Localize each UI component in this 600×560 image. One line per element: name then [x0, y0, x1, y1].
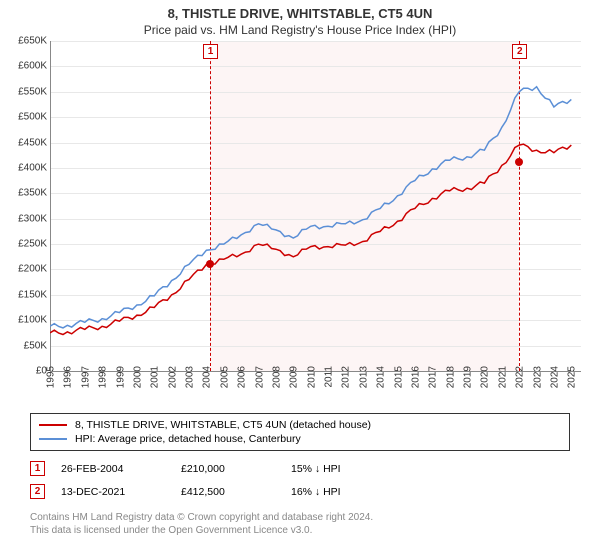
sale-price: £412,500 — [181, 486, 291, 498]
series-line-property — [50, 144, 571, 334]
sale-row-marker: 1 — [30, 461, 45, 476]
chart-title: 8, THISTLE DRIVE, WHITSTABLE, CT5 4UN — [0, 0, 600, 21]
sale-date: 26-FEB-2004 — [61, 463, 181, 475]
y-tick-label: £100K — [3, 315, 47, 326]
y-tick-label: £400K — [3, 162, 47, 173]
y-tick-label: £0 — [3, 366, 47, 377]
chart-plot-area: £0£50K£100K£150K£200K£250K£300K£350K£400… — [50, 41, 580, 371]
footer-line-2: This data is licensed under the Open Gov… — [30, 524, 570, 537]
legend-item: 8, THISTLE DRIVE, WHITSTABLE, CT5 4UN (d… — [39, 418, 561, 432]
y-tick-label: £150K — [3, 289, 47, 300]
y-tick-label: £650K — [3, 36, 47, 47]
y-tick-label: £500K — [3, 112, 47, 123]
series-line-hpi — [50, 87, 571, 328]
y-tick-label: £550K — [3, 86, 47, 97]
legend-item: HPI: Average price, detached house, Cant… — [39, 432, 561, 446]
sale-price: £210,000 — [181, 463, 291, 475]
sale-row: 1 26-FEB-2004£210,00015% ↓ HPI — [30, 457, 570, 480]
legend-swatch — [39, 438, 67, 440]
sale-delta: 16% ↓ HPI — [291, 486, 341, 498]
footer-attribution: Contains HM Land Registry data © Crown c… — [30, 511, 570, 537]
sales-table: 1 26-FEB-2004£210,00015% ↓ HPI 2 13-DEC-202… — [30, 457, 570, 503]
sale-row-marker: 2 — [30, 484, 45, 499]
legend-label: HPI: Average price, detached house, Cant… — [75, 433, 301, 445]
legend: 8, THISTLE DRIVE, WHITSTABLE, CT5 4UN (d… — [30, 413, 570, 451]
y-tick-label: £200K — [3, 264, 47, 275]
y-tick-label: £300K — [3, 213, 47, 224]
footer-line-1: Contains HM Land Registry data © Crown c… — [30, 511, 570, 524]
y-tick-label: £600K — [3, 61, 47, 72]
y-tick-label: £50K — [3, 340, 47, 351]
y-tick-label: £350K — [3, 188, 47, 199]
y-tick-label: £450K — [3, 137, 47, 148]
y-tick-label: £250K — [3, 239, 47, 250]
sale-row: 2 13-DEC-2021£412,50016% ↓ HPI — [30, 480, 570, 503]
legend-label: 8, THISTLE DRIVE, WHITSTABLE, CT5 4UN (d… — [75, 419, 371, 431]
legend-swatch — [39, 424, 67, 426]
sale-delta: 15% ↓ HPI — [291, 463, 341, 475]
chart-container: 8, THISTLE DRIVE, WHITSTABLE, CT5 4UN Pr… — [0, 0, 600, 560]
chart-subtitle: Price paid vs. HM Land Registry's House … — [0, 21, 600, 41]
sale-date: 13-DEC-2021 — [61, 486, 181, 498]
